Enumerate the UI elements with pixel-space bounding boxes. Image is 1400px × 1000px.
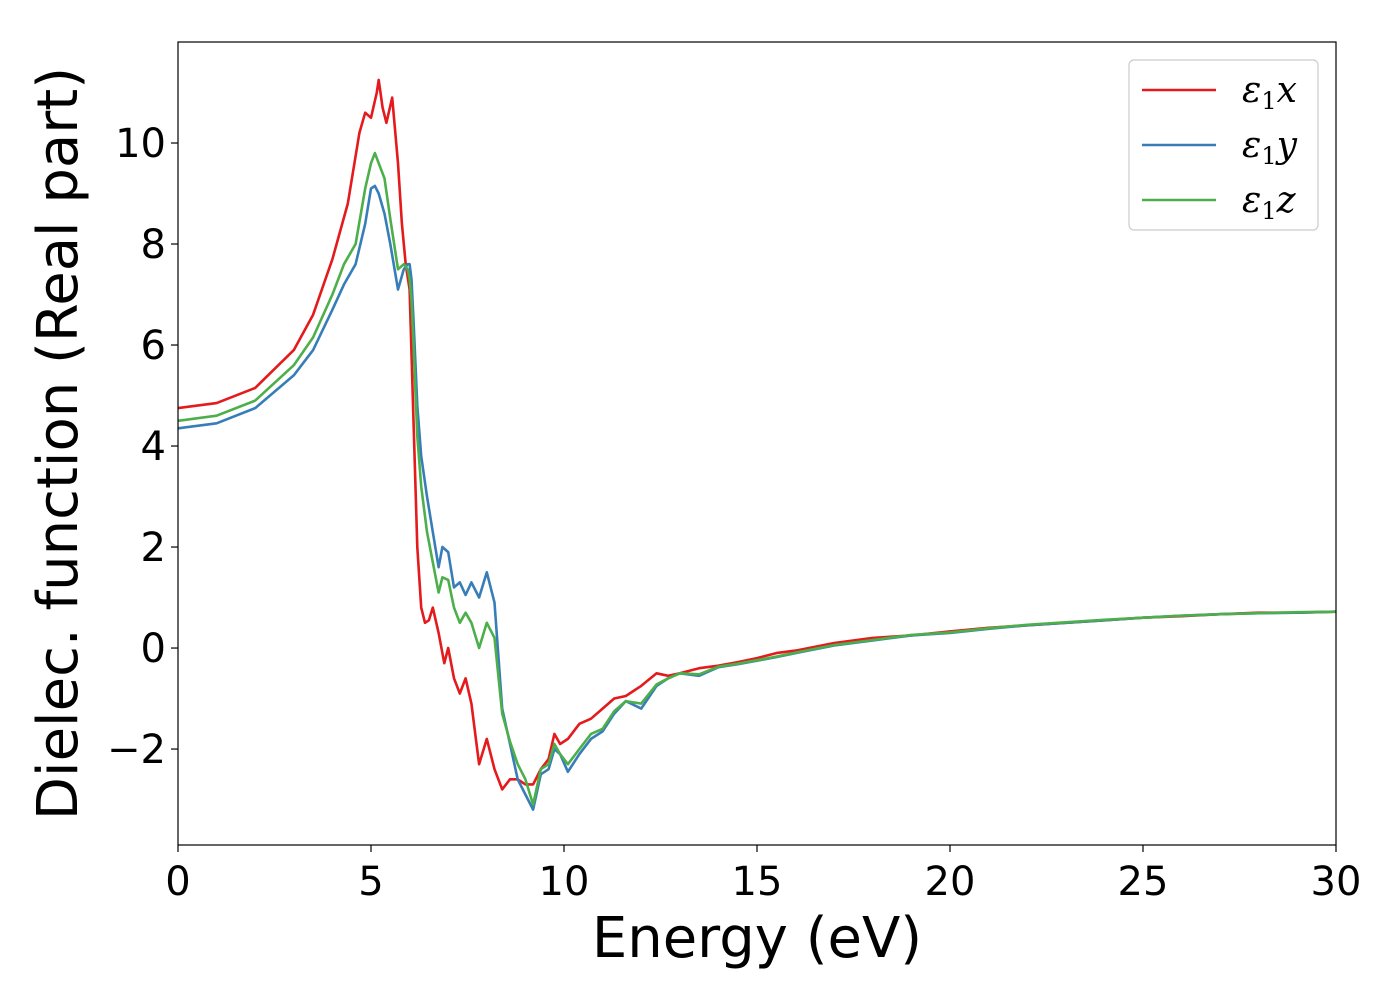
legend-item-x: ε1x bbox=[1142, 70, 1297, 115]
x-tick-label: 5 bbox=[358, 859, 383, 905]
y-tick-label: −2 bbox=[107, 727, 166, 773]
x-tick-label: 20 bbox=[925, 859, 976, 905]
y-axis-label: Dielec. function (Real part) bbox=[26, 67, 91, 820]
x-tick-label: 10 bbox=[539, 859, 590, 905]
legend: ε1x ε1y ε1z bbox=[1128, 59, 1319, 231]
y-tick-label: 2 bbox=[141, 525, 166, 571]
legend-label: ε1y bbox=[1242, 125, 1298, 170]
series-line-z bbox=[178, 151, 1336, 806]
legend-label: ε1x bbox=[1242, 70, 1297, 115]
legend-box bbox=[1128, 59, 1319, 231]
y-tick-label: 6 bbox=[141, 323, 166, 369]
legend-item-y: ε1y bbox=[1142, 125, 1298, 170]
y-tick-label: 0 bbox=[141, 626, 166, 672]
series-line-y bbox=[178, 184, 1336, 811]
legend-label: ε1z bbox=[1242, 180, 1297, 225]
x-tick-label: 30 bbox=[1311, 859, 1362, 905]
x-axis-label: Energy (eV) bbox=[592, 906, 922, 971]
x-tick-label: 15 bbox=[732, 859, 783, 905]
x-tick-label: 25 bbox=[1118, 859, 1169, 905]
y-tick-label: 8 bbox=[141, 222, 166, 268]
series-line-x bbox=[178, 78, 1336, 791]
x-axis: 0 5 10 15 20 25 30 bbox=[165, 845, 1361, 905]
y-tick-label: 10 bbox=[115, 121, 166, 167]
y-tick-label: 4 bbox=[141, 424, 166, 470]
legend-item-z: ε1z bbox=[1142, 180, 1297, 225]
x-tick-label: 0 bbox=[165, 859, 190, 905]
y-axis: −2 0 2 4 6 8 10 bbox=[107, 121, 178, 773]
plot-lines bbox=[178, 78, 1336, 811]
